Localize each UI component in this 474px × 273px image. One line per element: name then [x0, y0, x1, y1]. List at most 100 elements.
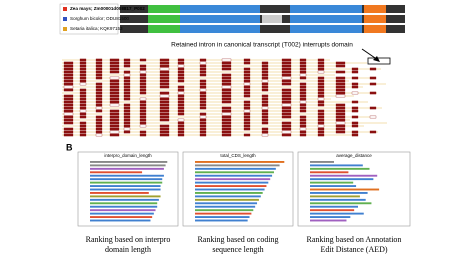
exon — [299, 73, 307, 77]
exon — [95, 124, 103, 128]
exon — [63, 97, 74, 101]
exon — [177, 76, 185, 80]
exon — [123, 58, 131, 62]
exon — [317, 88, 325, 92]
exon — [139, 121, 147, 125]
exon — [159, 67, 170, 71]
exon — [199, 97, 207, 101]
bar — [195, 178, 271, 181]
bar — [310, 167, 370, 170]
exon — [261, 79, 269, 83]
exon — [221, 127, 232, 131]
exon — [261, 109, 269, 113]
exon — [79, 58, 87, 62]
exon — [199, 100, 207, 104]
exon — [317, 67, 325, 71]
exon — [243, 58, 251, 62]
exon — [335, 115, 346, 119]
exon — [299, 82, 307, 86]
exon — [159, 100, 170, 104]
bar — [195, 192, 263, 194]
exon — [335, 76, 346, 80]
exon — [159, 91, 170, 95]
exon — [335, 64, 346, 68]
exon — [123, 130, 131, 134]
exon — [139, 58, 147, 62]
exon — [199, 124, 207, 128]
exon — [199, 115, 207, 119]
exon — [95, 67, 103, 71]
exon — [139, 115, 147, 119]
bar — [90, 188, 161, 191]
legend-text: Sorghum bicolor; ODU81500 — [70, 16, 129, 21]
exon — [95, 91, 103, 95]
exon — [177, 61, 185, 65]
exon — [281, 124, 292, 128]
exon — [335, 103, 346, 107]
exon — [335, 121, 346, 125]
exon — [261, 64, 269, 68]
exon — [109, 124, 120, 128]
exon — [109, 88, 120, 92]
exon — [317, 112, 325, 116]
exon — [261, 115, 269, 119]
exon — [299, 64, 307, 68]
exon — [351, 109, 359, 113]
exon — [243, 121, 251, 125]
exon — [95, 58, 103, 62]
exon — [79, 121, 87, 125]
exon — [299, 67, 307, 71]
exon — [95, 127, 103, 131]
exon — [281, 112, 292, 116]
exon — [351, 100, 359, 104]
exon — [281, 109, 292, 113]
exon — [177, 118, 185, 122]
exon — [221, 112, 232, 116]
exon — [281, 100, 292, 104]
legend: Zea mays; Zm00001d008817_P002 Sorghum bic… — [63, 6, 145, 31]
exon — [317, 130, 325, 134]
exon — [159, 97, 170, 101]
exon — [177, 112, 185, 116]
exon — [317, 115, 325, 119]
exon — [177, 70, 185, 74]
exon — [159, 94, 170, 98]
bar — [310, 185, 357, 188]
exon — [299, 130, 307, 134]
exon — [139, 82, 147, 86]
exon — [79, 64, 87, 68]
exon — [221, 115, 232, 119]
exon — [243, 112, 251, 116]
exon — [317, 70, 325, 74]
exon — [281, 76, 292, 80]
exon — [139, 73, 147, 77]
exon — [79, 67, 87, 71]
exon — [243, 103, 251, 107]
domain-tracks — [59, 3, 405, 35]
exon — [317, 82, 325, 86]
bar — [90, 181, 163, 184]
exon — [79, 94, 87, 98]
exon — [243, 85, 251, 89]
bar — [90, 195, 161, 198]
exon — [317, 64, 325, 68]
bar — [310, 216, 351, 219]
exon — [79, 100, 87, 104]
exon — [317, 124, 325, 128]
exon — [221, 124, 232, 128]
bar — [90, 216, 153, 219]
exon — [159, 76, 170, 80]
exon — [109, 61, 120, 65]
exon — [139, 88, 147, 92]
exon — [79, 82, 87, 86]
exon — [243, 118, 251, 122]
exon — [63, 61, 74, 65]
exon — [243, 124, 251, 128]
exon — [299, 58, 307, 62]
exon — [261, 127, 269, 131]
bar — [310, 161, 334, 163]
exon — [63, 121, 74, 125]
exon — [199, 82, 207, 86]
exon — [369, 76, 377, 80]
exon — [281, 70, 292, 74]
